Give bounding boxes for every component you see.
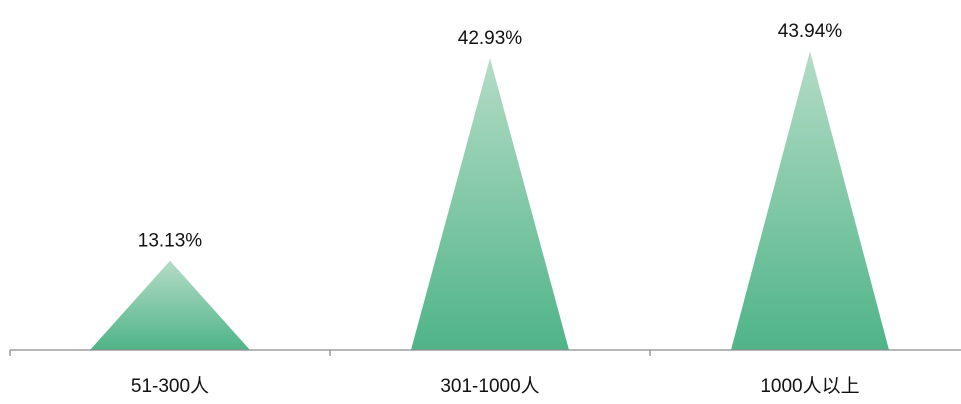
chart-marks [90,51,889,351]
triangle-bar [731,51,889,350]
triangle-bar [411,58,569,351]
x-tick-label: 51-300人 [131,375,209,397]
triangle-bar [90,260,250,350]
data-label: 13.13% [138,231,203,252]
x-tick-label: 301-1000人 [440,375,539,397]
x-axis [9,349,961,356]
x-tick-label: 1000人以上 [760,375,859,397]
data-label: 43.94% [778,21,843,42]
data-label: 42.93% [458,28,523,49]
chart-labels: 13.13% 51-300人 42.93% 301-1000人 43.94% 1000人以… [131,21,860,397]
